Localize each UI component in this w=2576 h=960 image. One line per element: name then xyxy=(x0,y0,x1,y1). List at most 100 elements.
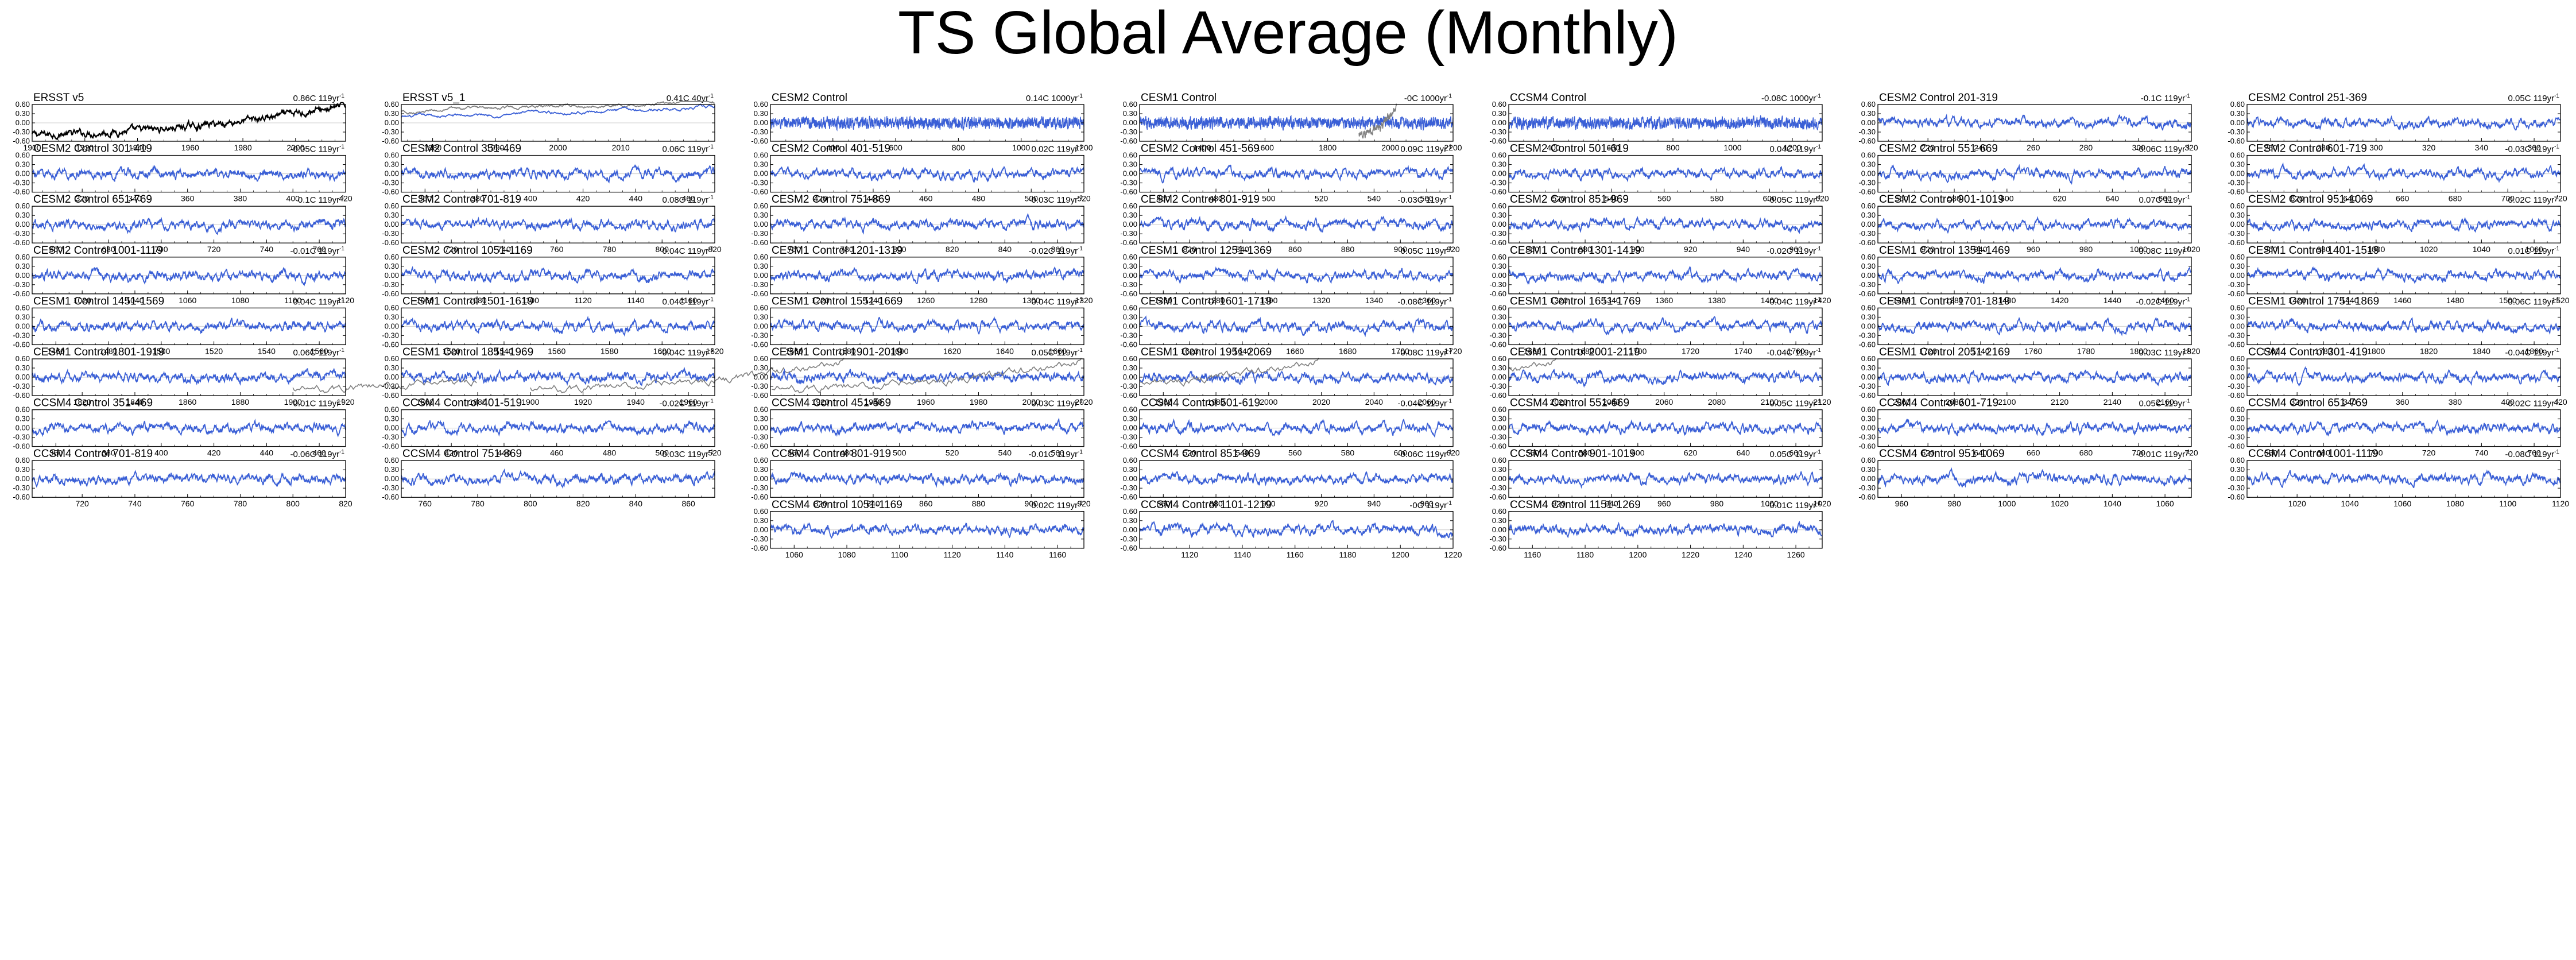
series-line xyxy=(770,165,1084,184)
x-tick-label: 1480 xyxy=(2446,296,2464,305)
x-tick-label: 920 xyxy=(1921,245,1935,254)
y-tick-label: 0.60 xyxy=(2230,253,2245,261)
y-tick-label: 0.60 xyxy=(1123,303,1137,312)
x-tick-label: 1320 xyxy=(1550,296,1568,305)
x-tick-label: 1680 xyxy=(1576,346,1594,355)
series-line xyxy=(401,103,715,119)
y-tick-label: 0.00 xyxy=(754,271,768,280)
x-tick-label: 660 xyxy=(2264,448,2278,458)
x-tick-label: 1920 xyxy=(574,397,592,407)
y-tick-label: -0.30 xyxy=(1858,483,1876,492)
x-tick-label: 1980 xyxy=(970,397,987,407)
y-tick-label: 0.00 xyxy=(385,118,399,127)
panel-trend-unit: -1 xyxy=(1078,296,1083,303)
x-tick-label: 960 xyxy=(1420,499,1434,508)
panel-trend: -0.02C 119yr-1 xyxy=(2136,296,2190,307)
series-line xyxy=(31,102,346,141)
panel-trend: -0.04C 119yr-1 xyxy=(659,347,714,358)
x-tick-label: 1060 xyxy=(2393,499,2411,508)
y-tick-label: -0.30 xyxy=(382,127,399,136)
y-tick-label: -0.30 xyxy=(1858,331,1876,339)
x-tick-label: 1540 xyxy=(258,346,276,355)
y-tick-label: 0.60 xyxy=(1492,100,1506,109)
y-tick-label: -0.60 xyxy=(382,340,399,349)
panel-title: CESM2 Control 201-319 xyxy=(1879,92,1998,104)
series-line xyxy=(1139,164,1454,184)
x-tick-label: 540 xyxy=(998,448,1012,458)
y-tick-label: -0.30 xyxy=(751,229,768,238)
x-tick-label: 920 xyxy=(1446,245,1460,254)
panel-title: CCSM4 Control 301-419 xyxy=(2248,346,2368,358)
panel: CESM1 Control 1651-1769 -0.04C 119yr-1 0.6… xyxy=(1489,295,1823,355)
panel-trend-unit: -1 xyxy=(2554,144,2559,150)
y-tick-label: 0.60 xyxy=(1492,151,1506,160)
series-line xyxy=(2246,162,2561,183)
y-tick-label: 0.60 xyxy=(1861,303,1876,312)
y-tick-label: -0.60 xyxy=(2228,442,2245,451)
series-line xyxy=(1508,471,1823,489)
series-line xyxy=(401,216,715,233)
x-tick-label: 1280 xyxy=(970,296,987,305)
y-tick-label: 0.00 xyxy=(754,118,768,127)
observation-overlay-line xyxy=(1140,358,1319,387)
series-line xyxy=(1877,418,2192,437)
y-tick-label: 0.60 xyxy=(1492,456,1506,464)
y-tick-label: -0.30 xyxy=(382,433,399,442)
x-tick-label: 860 xyxy=(681,499,695,508)
x-tick-label: 1520 xyxy=(205,346,223,355)
y-tick-label: 0.00 xyxy=(1492,474,1506,483)
x-tick-label: 1860 xyxy=(2525,346,2543,355)
y-tick-label: -0.60 xyxy=(1120,289,1137,298)
x-tick-label: 2000 xyxy=(1260,397,1277,407)
y-tick-label: -0.60 xyxy=(1489,188,1506,196)
x-tick-label: 520 xyxy=(1552,194,1566,203)
y-tick-label: -0.60 xyxy=(2228,391,2245,400)
x-tick-label: 1980 xyxy=(234,143,251,152)
y-tick-label: 0.30 xyxy=(385,312,399,321)
y-tick-label: 0.60 xyxy=(16,100,30,109)
x-tick-label: 1760 xyxy=(2262,346,2280,355)
y-tick-label: -0.30 xyxy=(2228,280,2245,289)
x-tick-label: 740 xyxy=(260,245,274,254)
panel-trend-unit: -1 xyxy=(1447,144,1452,150)
x-tick-label: 1220 xyxy=(1682,550,1699,559)
x-tick-label: 660 xyxy=(2027,448,2040,458)
x-tick-label: 1160 xyxy=(1049,550,1066,559)
x-tick-label: 500 xyxy=(1262,194,1276,203)
x-tick-label: 400 xyxy=(1547,143,1560,152)
y-tick-label: 0.00 xyxy=(1492,322,1506,330)
x-tick-label: 1860 xyxy=(179,397,196,407)
x-tick-label: 1560 xyxy=(548,346,565,355)
y-tick-label: -0.60 xyxy=(751,137,768,145)
y-tick-label: 0.30 xyxy=(1861,465,1876,474)
x-tick-label: 780 xyxy=(840,245,854,254)
panel: CESM2 Control 301-419 -0.05C 119yr-10.600… xyxy=(13,143,352,203)
y-tick-label: 0.00 xyxy=(754,525,768,534)
y-tick-label: -0.30 xyxy=(1120,382,1137,390)
panel-trend: 0.06C 119yr-1 xyxy=(293,347,344,358)
y-tick-label: 0.30 xyxy=(16,109,30,118)
x-tick-label: 500 xyxy=(893,448,907,458)
x-tick-label: 1720 xyxy=(1444,346,1462,355)
x-tick-label: 2120 xyxy=(1813,397,1831,407)
x-tick-label: 1400 xyxy=(1761,296,1779,305)
y-tick-label: -0.60 xyxy=(751,289,768,298)
panel-title: CCSM4 Control 701-819 xyxy=(33,448,153,460)
y-tick-label: 0.30 xyxy=(1123,516,1137,525)
series-line xyxy=(401,100,715,115)
y-tick-label: 0.00 xyxy=(1861,220,1876,229)
y-tick-label: 0.30 xyxy=(385,211,399,219)
x-tick-label: 1640 xyxy=(1233,346,1251,355)
x-tick-label: 440 xyxy=(629,194,643,203)
x-tick-label: 980 xyxy=(2079,245,2093,254)
x-tick-label: 2160 xyxy=(2156,397,2174,407)
series-line xyxy=(2246,317,2561,335)
panel-trend-unit: -1 xyxy=(1078,195,1083,201)
y-tick-label: 0.30 xyxy=(1123,211,1137,219)
y-tick-label: -0.60 xyxy=(13,340,30,349)
x-tick-label: 1020 xyxy=(73,296,91,305)
panel-title: CESM1 Control 1851-1969 xyxy=(402,346,533,358)
y-tick-label: -0.60 xyxy=(1858,493,1876,501)
y-tick-label: 0.30 xyxy=(754,312,768,321)
y-tick-label: 0.60 xyxy=(1861,100,1876,109)
